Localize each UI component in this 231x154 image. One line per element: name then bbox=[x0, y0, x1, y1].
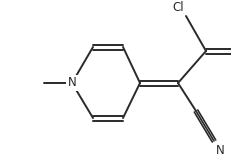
Text: N: N bbox=[68, 77, 76, 89]
Text: Cl: Cl bbox=[172, 1, 184, 14]
Text: N: N bbox=[216, 144, 225, 154]
